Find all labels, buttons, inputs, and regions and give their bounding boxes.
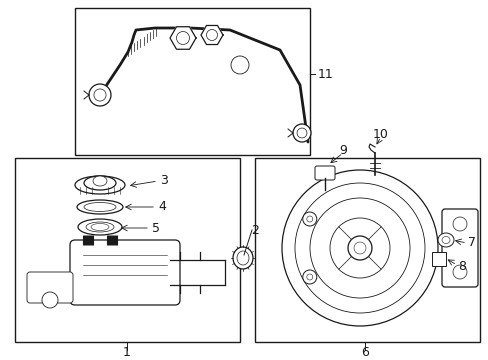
- Text: 9: 9: [338, 144, 346, 158]
- Text: 11: 11: [317, 68, 333, 81]
- Circle shape: [282, 170, 437, 326]
- Circle shape: [42, 292, 58, 308]
- Bar: [254, 158, 479, 342]
- Text: 3: 3: [160, 175, 167, 188]
- Text: 6: 6: [360, 346, 368, 359]
- Text: 7: 7: [467, 237, 475, 249]
- Ellipse shape: [77, 200, 123, 214]
- Circle shape: [302, 212, 316, 226]
- Bar: [15, 158, 240, 342]
- Text: 2: 2: [250, 224, 259, 237]
- Text: 8: 8: [457, 261, 465, 274]
- Ellipse shape: [232, 247, 252, 269]
- Text: 5: 5: [152, 221, 160, 234]
- Polygon shape: [170, 27, 196, 49]
- Polygon shape: [201, 26, 223, 45]
- Ellipse shape: [437, 233, 453, 247]
- Ellipse shape: [93, 176, 107, 186]
- Circle shape: [302, 270, 316, 284]
- Text: 1: 1: [123, 346, 131, 359]
- Circle shape: [89, 84, 111, 106]
- Text: 10: 10: [372, 129, 388, 141]
- FancyBboxPatch shape: [441, 209, 477, 287]
- Bar: [75, 8, 309, 155]
- FancyBboxPatch shape: [27, 272, 73, 303]
- Ellipse shape: [75, 176, 125, 194]
- FancyBboxPatch shape: [314, 166, 334, 180]
- Text: 4: 4: [158, 201, 165, 213]
- Ellipse shape: [78, 219, 122, 235]
- FancyBboxPatch shape: [70, 240, 180, 305]
- Circle shape: [230, 56, 248, 74]
- Bar: [431, 252, 445, 266]
- Circle shape: [347, 236, 371, 260]
- Circle shape: [292, 124, 310, 142]
- Ellipse shape: [84, 176, 116, 190]
